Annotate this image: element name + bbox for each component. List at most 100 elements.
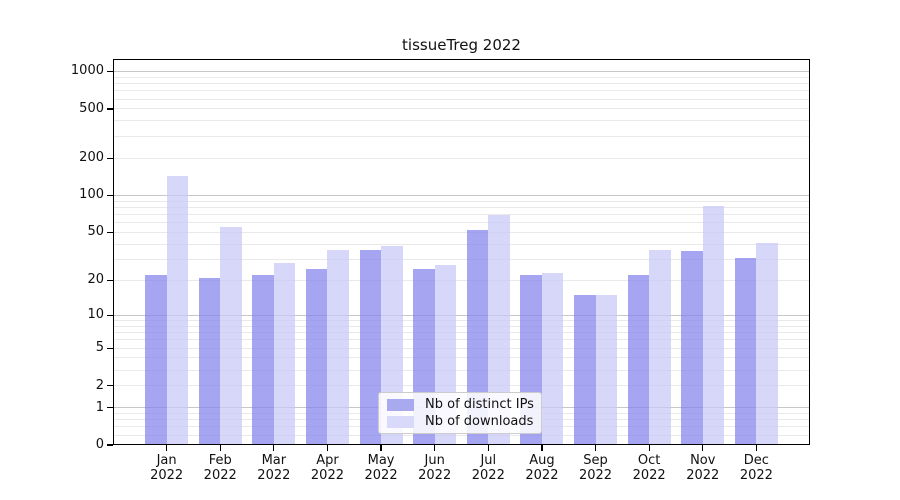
bar-downloads-mar (273, 262, 296, 445)
x-tick-month: Aug (529, 453, 555, 468)
legend-swatch-downloads-icon (387, 415, 414, 428)
x-tick-month: May (367, 453, 395, 468)
bar-downloads-oct (649, 249, 671, 445)
x-tick-year: 2022 (364, 468, 398, 483)
x-tick-mark (594, 445, 597, 451)
y-tick-label: 10 (87, 307, 104, 323)
y-tick-mark (107, 194, 113, 197)
bar-distinct-ips-feb (198, 277, 221, 445)
bar-distinct-ips-jul (466, 230, 489, 445)
x-tick-year: 2022 (203, 468, 237, 483)
x-tick-month: Nov (690, 453, 716, 468)
y-tick-mark (107, 406, 113, 409)
minor-gridline (113, 357, 810, 359)
minor-gridline (113, 325, 810, 327)
y-tick-label: 200 (79, 150, 104, 166)
y-tick-mark (107, 108, 113, 110)
x-tick-mark (541, 445, 543, 451)
bar-downloads-jan (166, 175, 189, 445)
x-tick-mark (380, 445, 382, 451)
minor-gridline (113, 222, 810, 224)
minor-gridline (113, 108, 810, 110)
x-tick-month: Jun (424, 453, 445, 468)
x-tick-year: 2022 (257, 468, 291, 483)
legend-label-downloads: Nb of downloads (425, 414, 534, 429)
x-tick-mark (219, 445, 221, 451)
x-tick-month: Mar (261, 453, 287, 468)
minor-gridline (113, 206, 810, 208)
x-tick-month: Sep (583, 453, 608, 468)
minor-gridline (113, 83, 810, 84)
plot-area (113, 59, 810, 445)
major-gridline (113, 70, 810, 73)
x-tick-label-jul: Jul 2022 (456, 453, 520, 483)
x-tick-mark (648, 445, 650, 451)
x-tick-mark (326, 445, 329, 451)
minor-gridline (113, 332, 810, 334)
x-tick-month: Jul (480, 453, 497, 468)
minor-gridline (113, 135, 810, 137)
y-tick-label: 500 (79, 100, 104, 116)
bar-distinct-ips-mar (252, 275, 274, 445)
y-tick-mark (107, 70, 113, 73)
y-tick-mark (107, 384, 113, 387)
x-tick-mark (165, 445, 168, 451)
y-tick-label: 5 (95, 340, 104, 356)
bar-downloads-nov (702, 206, 725, 445)
minor-gridline (113, 258, 810, 260)
y-tick-mark (107, 231, 113, 234)
x-tick-mark (702, 445, 704, 451)
y-tick-mark (107, 279, 113, 282)
x-tick-label-mar: Mar 2022 (242, 453, 306, 483)
x-tick-year: 2022 (632, 468, 666, 483)
legend-item-downloads: Nb of downloads (387, 414, 533, 429)
bar-distinct-ips-sep (574, 295, 596, 445)
x-tick-mark (755, 445, 758, 451)
x-tick-label-dec: Dec 2022 (724, 453, 788, 483)
bar-downloads-feb (220, 227, 242, 445)
y-tick-mark (107, 157, 113, 159)
bar-downloads-sep (595, 295, 618, 445)
x-tick-label-feb: Feb 2022 (188, 453, 252, 483)
y-tick-label: 1000 (70, 63, 104, 79)
bar-downloads-aug (541, 273, 564, 445)
legend-swatch-distinct-ips-icon (387, 398, 414, 411)
minor-gridline (113, 231, 810, 233)
y-tick-label: 1 (95, 399, 104, 415)
y-tick-label: 50 (87, 224, 104, 240)
x-tick-year: 2022 (418, 468, 452, 483)
x-tick-label-aug: Aug 2022 (510, 453, 574, 483)
x-tick-year: 2022 (525, 468, 559, 483)
x-tick-year: 2022 (739, 468, 773, 483)
y-tick-label: 100 (79, 187, 104, 203)
x-tick-year: 2022 (578, 468, 613, 483)
x-tick-label-sep: Sep 2022 (564, 453, 628, 483)
bar-distinct-ips-may (359, 249, 382, 445)
y-tick-label: 0 (95, 437, 104, 452)
y-tick-label: 20 (87, 272, 104, 288)
minor-gridline (113, 279, 810, 281)
bar-distinct-ips-oct (627, 275, 650, 445)
x-tick-year: 2022 (150, 468, 184, 483)
x-tick-month: Jan (156, 453, 177, 468)
minor-gridline (113, 369, 810, 371)
x-tick-label-apr: Apr 2022 (295, 453, 359, 483)
y-tick-label: 2 (95, 377, 104, 393)
bar-downloads-jul (488, 214, 510, 445)
x-tick-label-oct: Oct 2022 (617, 453, 681, 483)
x-tick-year: 2022 (310, 468, 344, 483)
minor-gridline (113, 214, 810, 216)
x-tick-label-nov: Nov 2022 (671, 453, 735, 483)
x-tick-label-jun: Jun 2022 (403, 453, 467, 483)
bar-distinct-ips-nov (681, 251, 703, 445)
x-tick-label-jan: Jan 2022 (135, 453, 199, 483)
legend-label-distinct-ips: Nb of distinct IPs (425, 397, 534, 412)
x-tick-month: Apr (316, 453, 339, 468)
minor-gridline (113, 120, 810, 122)
minor-gridline (113, 434, 810, 436)
x-tick-year: 2022 (686, 468, 720, 483)
minor-gridline (113, 347, 810, 349)
chart-title: tissueTreg 2022 (402, 36, 521, 54)
bar-distinct-ips-jan (145, 275, 167, 445)
minor-gridline (113, 385, 810, 387)
